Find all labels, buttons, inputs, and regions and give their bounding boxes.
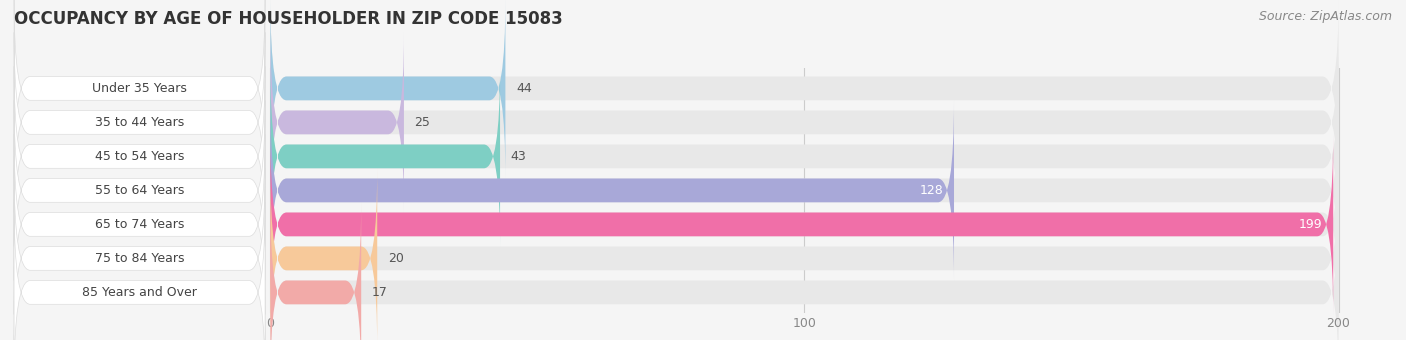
FancyBboxPatch shape <box>14 66 266 246</box>
Text: Source: ZipAtlas.com: Source: ZipAtlas.com <box>1258 10 1392 23</box>
FancyBboxPatch shape <box>14 32 266 212</box>
Text: Under 35 Years: Under 35 Years <box>93 82 187 95</box>
FancyBboxPatch shape <box>14 134 266 314</box>
FancyBboxPatch shape <box>14 168 266 340</box>
FancyBboxPatch shape <box>270 100 1339 280</box>
FancyBboxPatch shape <box>270 0 1339 178</box>
Text: 85 Years and Over: 85 Years and Over <box>82 286 197 299</box>
FancyBboxPatch shape <box>270 32 404 212</box>
Text: 45 to 54 Years: 45 to 54 Years <box>94 150 184 163</box>
FancyBboxPatch shape <box>270 100 955 280</box>
Text: 55 to 64 Years: 55 to 64 Years <box>94 184 184 197</box>
Text: 17: 17 <box>371 286 388 299</box>
Text: 20: 20 <box>388 252 404 265</box>
FancyBboxPatch shape <box>270 32 1339 212</box>
FancyBboxPatch shape <box>270 134 1333 314</box>
FancyBboxPatch shape <box>270 202 361 340</box>
Text: 44: 44 <box>516 82 531 95</box>
FancyBboxPatch shape <box>270 66 501 246</box>
FancyBboxPatch shape <box>14 202 266 340</box>
FancyBboxPatch shape <box>270 202 1339 340</box>
Text: 128: 128 <box>920 184 943 197</box>
Text: 65 to 74 Years: 65 to 74 Years <box>94 218 184 231</box>
Text: 25: 25 <box>415 116 430 129</box>
FancyBboxPatch shape <box>14 0 266 178</box>
FancyBboxPatch shape <box>270 168 1339 340</box>
FancyBboxPatch shape <box>270 66 1339 246</box>
Text: 75 to 84 Years: 75 to 84 Years <box>94 252 184 265</box>
Text: 35 to 44 Years: 35 to 44 Years <box>96 116 184 129</box>
Text: 43: 43 <box>510 150 526 163</box>
FancyBboxPatch shape <box>270 134 1339 314</box>
FancyBboxPatch shape <box>270 168 377 340</box>
Text: 199: 199 <box>1299 218 1323 231</box>
FancyBboxPatch shape <box>14 100 266 280</box>
Text: OCCUPANCY BY AGE OF HOUSEHOLDER IN ZIP CODE 15083: OCCUPANCY BY AGE OF HOUSEHOLDER IN ZIP C… <box>14 10 562 28</box>
FancyBboxPatch shape <box>270 0 505 178</box>
